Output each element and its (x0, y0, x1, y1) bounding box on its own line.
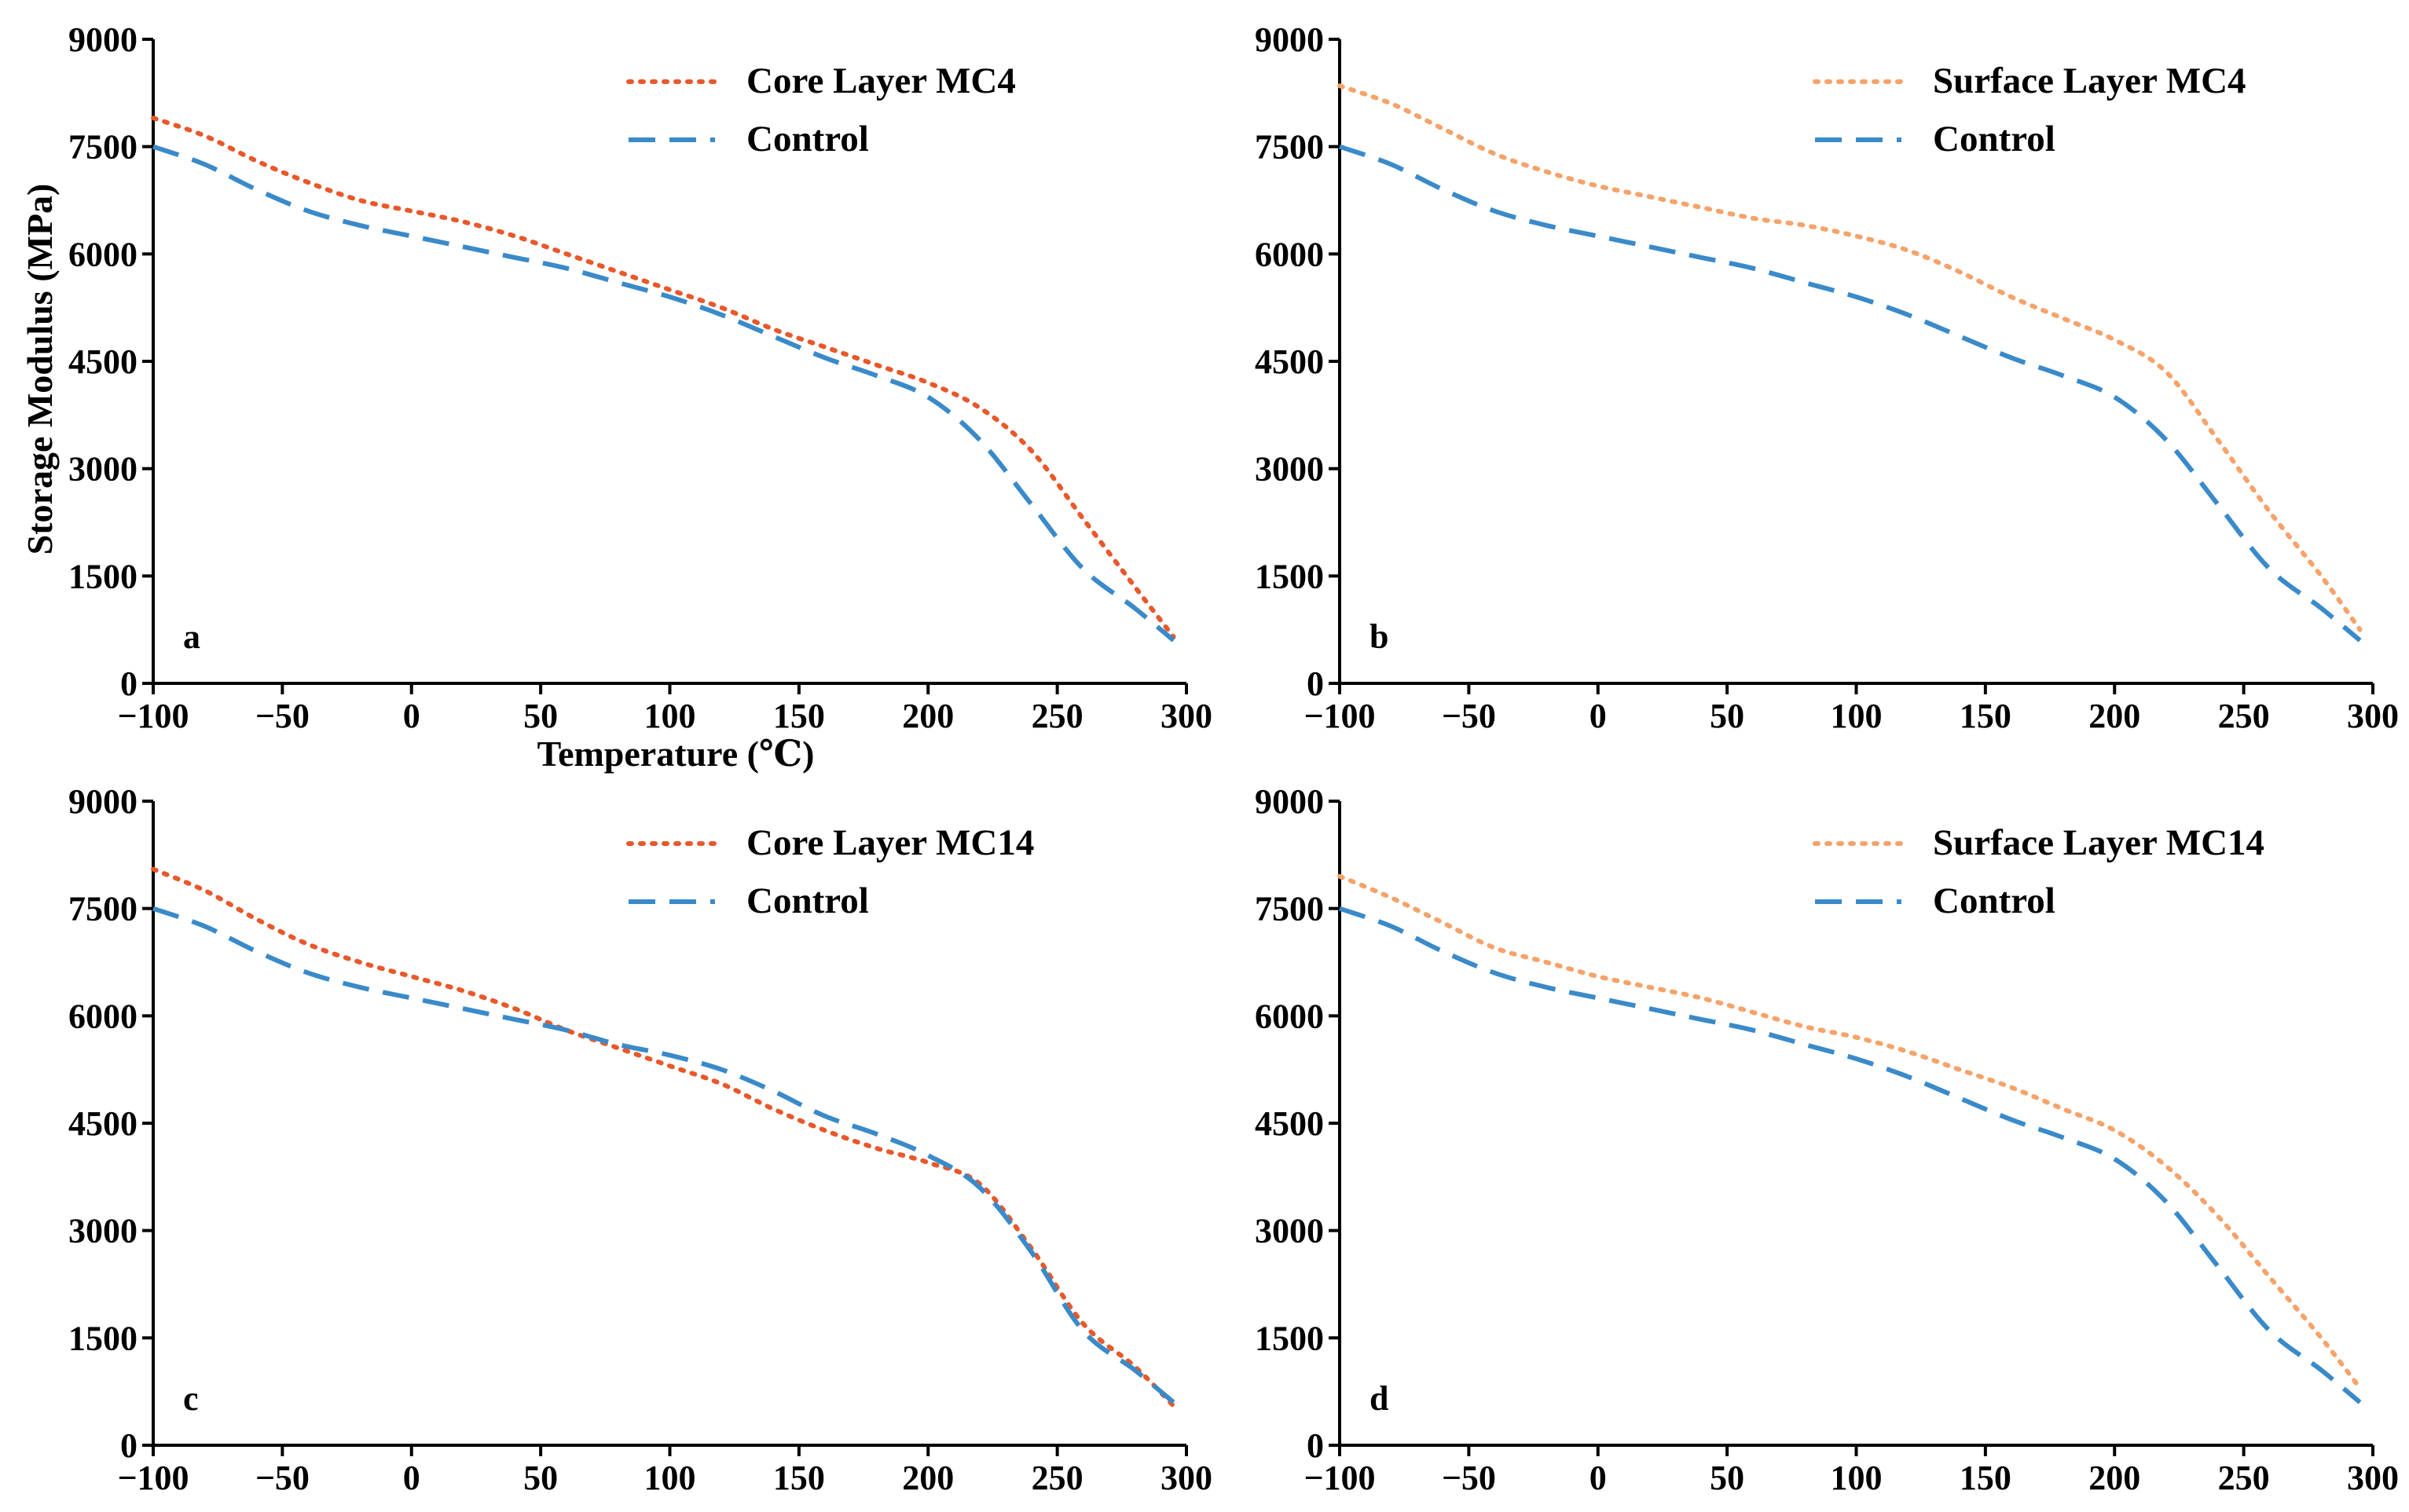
x-tick-label: 50 (523, 1459, 558, 1497)
series-line-control (152, 144, 1175, 643)
y-tick-label: 1500 (68, 557, 138, 595)
y-tick-label: 9000 (1255, 782, 1324, 821)
x-tick-label: 100 (644, 697, 696, 735)
y-tick-label: 3000 (68, 1212, 138, 1250)
x-tick-label: 0 (403, 697, 420, 735)
y-axis-title: Storage Modulus (MPa) (20, 184, 60, 555)
x-tick-label: 0 (1590, 697, 1607, 735)
x-tick-label: −100 (1304, 697, 1375, 735)
x-tick-label: 100 (1831, 697, 1883, 735)
panel-letter: d (1370, 1379, 1388, 1418)
y-tick-label: 6000 (68, 235, 138, 273)
chart-panel-a: −100 −50 0 50 100 150 200 250 300015003000450060… (68, 20, 1212, 735)
x-tick-label: 300 (1160, 697, 1212, 735)
y-tick-label: 6000 (1255, 997, 1324, 1035)
x-tick-label: 250 (1032, 1459, 1084, 1497)
x-tick-label: 150 (773, 1459, 825, 1497)
legend-label: Control (746, 119, 869, 159)
chart-panel-d: −100 −50 0 50 100 150 200 250 300015003000450060… (1255, 782, 2399, 1497)
x-tick-label: 100 (1831, 1459, 1883, 1497)
x-tick-label: 50 (1710, 697, 1744, 735)
legend-label: Control (1933, 119, 2055, 159)
y-tick-label: 3000 (68, 450, 138, 489)
x-tick-label: 150 (1960, 697, 2011, 735)
y-tick-label: 7500 (1255, 890, 1324, 928)
y-tick-label: 7500 (1255, 128, 1324, 167)
x-tick-label: −50 (1442, 1459, 1496, 1497)
x-tick-label: −100 (117, 697, 189, 735)
y-tick-label: 1500 (1255, 1319, 1324, 1357)
x-tick-label: 0 (1590, 1459, 1607, 1497)
chart-panel-c: −100 −50 0 50 100 150 200 250 300015003000450060… (68, 782, 1212, 1497)
y-tick-label: 9000 (1255, 20, 1324, 59)
y-tick-label: 3000 (1255, 450, 1324, 489)
panel-letter: a (183, 617, 200, 656)
y-tick-label: 0 (1307, 1426, 1324, 1465)
x-tick-label: −50 (255, 1459, 310, 1497)
legend-label: Surface Layer MC4 (1933, 60, 2246, 101)
series-line-surface-layer-mc14 (1337, 873, 2363, 1391)
x-tick-label: 150 (1960, 1459, 2011, 1497)
x-tick-label: 250 (2218, 697, 2270, 735)
y-tick-label: 0 (1307, 664, 1324, 703)
series-line-control (1339, 906, 2362, 1404)
y-tick-label: 4500 (1255, 1104, 1324, 1143)
x-tick-label: 0 (403, 1459, 420, 1497)
x-tick-label: −100 (1304, 1459, 1375, 1497)
x-tick-label: 150 (773, 697, 825, 735)
x-tick-label: 300 (2347, 697, 2399, 735)
legend-label: Control (1933, 880, 2055, 921)
x-tick-label: 50 (523, 697, 558, 735)
y-tick-label: 6000 (68, 997, 138, 1035)
y-tick-label: 9000 (68, 20, 138, 59)
x-tick-label: 300 (1160, 1459, 1212, 1497)
x-tick-label: −100 (117, 1459, 189, 1497)
y-tick-label: 0 (120, 664, 138, 703)
y-tick-label: 4500 (68, 342, 138, 381)
x-tick-label: 200 (902, 697, 954, 735)
x-tick-label: 300 (2347, 1459, 2399, 1497)
panel-letter: b (1370, 617, 1388, 656)
x-tick-label: −50 (1442, 697, 1496, 735)
x-tick-label: 250 (1032, 697, 1084, 735)
series-line-surface-layer-mc4 (1337, 83, 2363, 632)
x-tick-label: 200 (2088, 697, 2140, 735)
x-tick-label: 50 (1710, 1459, 1744, 1497)
y-tick-label: 4500 (1255, 342, 1324, 381)
panel-letter: c (183, 1379, 199, 1418)
legend-label: Control (746, 880, 869, 921)
y-tick-label: 7500 (68, 890, 138, 928)
legend-label: Core Layer MC14 (746, 822, 1034, 863)
y-tick-label: 1500 (68, 1319, 138, 1357)
y-tick-label: 9000 (68, 782, 138, 821)
y-tick-label: 4500 (68, 1104, 138, 1143)
legend-label: Core Layer MC4 (746, 60, 1016, 101)
x-axis-title: Temperature (℃) (537, 734, 815, 774)
series-line-control (152, 906, 1175, 1404)
series-line-core-layer-mc14 (151, 866, 1176, 1408)
y-tick-label: 0 (120, 1426, 138, 1465)
y-tick-label: 7500 (68, 128, 138, 167)
series-line-control (1339, 144, 2362, 643)
chart-panel-b: −100 −50 0 50 100 150 200 250 300015003000450060… (1255, 20, 2399, 735)
y-tick-label: 3000 (1255, 1212, 1324, 1250)
y-tick-label: 6000 (1255, 235, 1324, 273)
y-tick-label: 1500 (1255, 557, 1324, 595)
x-tick-label: 250 (2218, 1459, 2270, 1497)
x-tick-label: 200 (902, 1459, 954, 1497)
legend-label: Surface Layer MC14 (1933, 822, 2264, 863)
series-line-core-layer-mc4 (151, 115, 1176, 639)
x-tick-label: 100 (644, 1459, 696, 1497)
x-tick-label: 200 (2088, 1459, 2140, 1497)
x-tick-label: −50 (255, 697, 310, 735)
